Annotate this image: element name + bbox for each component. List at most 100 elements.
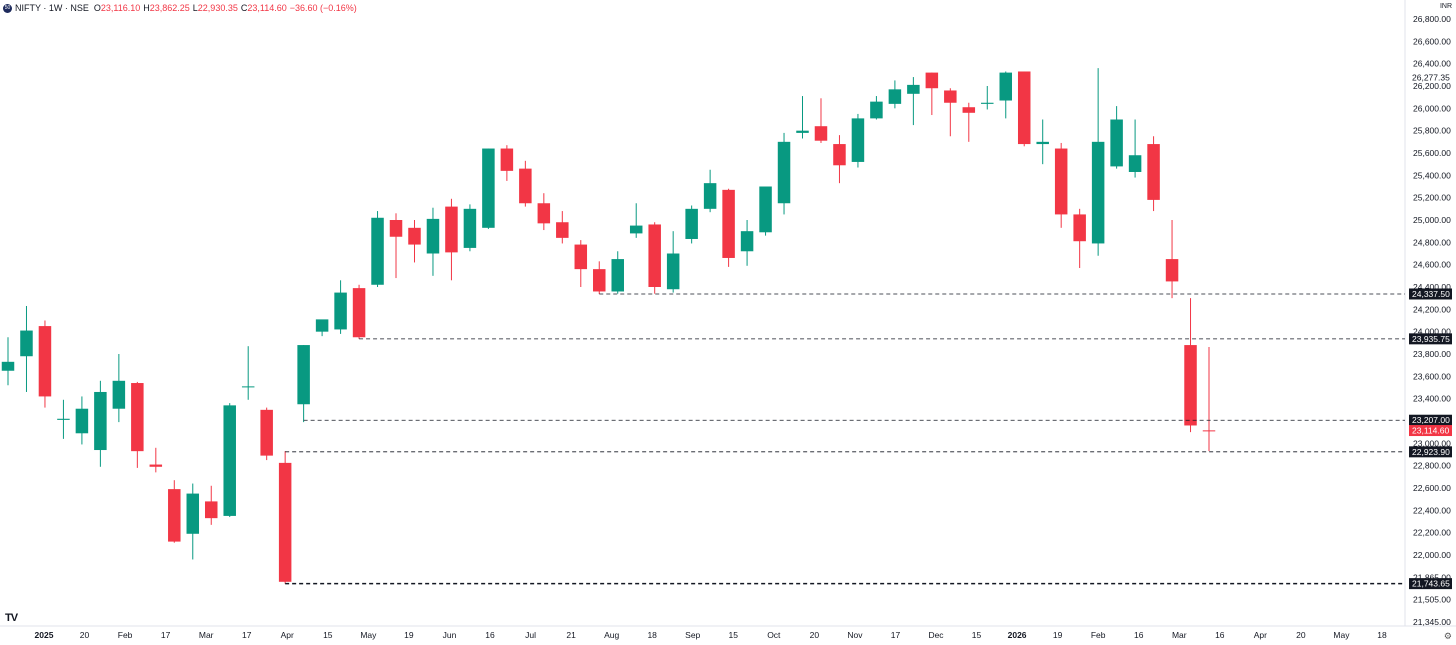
candle[interactable] — [981, 86, 994, 110]
currency-label[interactable]: INR — [1439, 3, 1452, 10]
candle[interactable] — [574, 240, 588, 287]
price-badge-label: 26,277.35 — [1412, 72, 1450, 82]
candle[interactable] — [703, 169, 717, 213]
candle[interactable] — [1165, 220, 1179, 299]
candle[interactable] — [1, 337, 15, 386]
candle[interactable] — [389, 213, 403, 279]
candle[interactable] — [168, 480, 181, 543]
candle[interactable] — [482, 148, 495, 229]
candle-body — [519, 168, 532, 204]
candle[interactable] — [759, 186, 772, 236]
level-price-label: 23,935.75 — [1412, 334, 1450, 344]
candle[interactable] — [519, 160, 532, 207]
candle[interactable] — [870, 96, 883, 120]
low-value: 22,930.35 — [197, 3, 238, 13]
candle-body — [223, 405, 236, 516]
candle[interactable] — [94, 380, 107, 467]
candle[interactable] — [241, 346, 255, 400]
candle[interactable] — [1184, 298, 1197, 433]
high-key: H — [143, 3, 150, 13]
candle[interactable] — [112, 354, 126, 423]
candle[interactable] — [537, 193, 551, 231]
candle[interactable] — [556, 211, 569, 244]
candle-body — [371, 217, 384, 285]
candle[interactable] — [1073, 208, 1086, 269]
candle[interactable] — [1202, 347, 1216, 452]
candle[interactable] — [962, 102, 976, 142]
candle[interactable] — [315, 319, 329, 337]
candle-body — [1128, 155, 1142, 172]
candle[interactable] — [278, 451, 292, 584]
candle-body — [500, 148, 514, 171]
candle[interactable] — [1054, 142, 1068, 228]
candle[interactable] — [297, 345, 310, 423]
symbol-name[interactable]: NIFTY · 1W · NSE — [15, 3, 89, 13]
candle[interactable] — [611, 251, 624, 294]
candle[interactable] — [666, 231, 680, 293]
candle[interactable] — [352, 284, 366, 339]
candle[interactable] — [925, 72, 939, 116]
candle[interactable] — [408, 220, 421, 263]
candle[interactable] — [75, 396, 89, 445]
candle-body — [352, 288, 366, 338]
candle[interactable] — [149, 447, 163, 473]
y-tick-label: 21,345.00 — [1413, 617, 1451, 627]
candle[interactable] — [685, 205, 698, 244]
candle[interactable] — [907, 77, 920, 126]
gear-icon[interactable]: ⚙ — [1443, 631, 1452, 641]
y-tick-label: 26,800.00 — [1413, 14, 1451, 24]
candle[interactable] — [260, 407, 273, 461]
candle[interactable] — [722, 188, 735, 267]
candle-body — [1147, 144, 1160, 200]
open-key: O — [93, 3, 101, 13]
candle[interactable] — [629, 203, 643, 238]
candle[interactable] — [57, 399, 70, 439]
candle[interactable] — [186, 483, 200, 560]
candle-body — [186, 493, 200, 534]
candle[interactable] — [1017, 71, 1031, 147]
candle[interactable] — [740, 220, 754, 266]
candle-body — [796, 130, 809, 133]
candle[interactable] — [223, 403, 236, 518]
candle[interactable] — [1147, 136, 1160, 212]
candle[interactable] — [463, 204, 477, 252]
candle-body — [629, 225, 643, 234]
candle[interactable] — [1091, 68, 1105, 256]
candle[interactable] — [334, 280, 347, 334]
candle[interactable] — [648, 222, 661, 294]
change-value: −36.60 (−0.16%) — [289, 3, 357, 13]
tradingview-logo-icon[interactable]: TV — [5, 612, 18, 624]
candle[interactable] — [777, 132, 791, 215]
candle[interactable] — [38, 320, 52, 408]
candle[interactable] — [833, 135, 846, 184]
candle-body — [149, 464, 163, 467]
candle[interactable] — [204, 485, 218, 525]
candle[interactable] — [445, 198, 458, 281]
y-tick-label: 22,000.00 — [1413, 550, 1451, 560]
candle-body — [168, 489, 181, 542]
candle-body — [907, 84, 920, 94]
candle-body — [389, 220, 403, 237]
candle[interactable] — [796, 96, 809, 139]
candle[interactable] — [1128, 119, 1142, 178]
candle[interactable] — [814, 98, 828, 143]
candle[interactable] — [888, 80, 902, 109]
y-tick-label: 25,800.00 — [1413, 126, 1451, 136]
candle[interactable] — [1110, 106, 1123, 169]
candle-body — [851, 118, 865, 162]
candle[interactable] — [20, 305, 33, 392]
candle[interactable] — [131, 381, 144, 468]
last-price-label-bg — [1409, 425, 1452, 437]
candle[interactable] — [426, 207, 440, 276]
candle[interactable] — [999, 71, 1013, 119]
candle[interactable] — [371, 211, 384, 287]
x-tick-label: Dec — [928, 630, 944, 640]
y-tick-label: 22,400.00 — [1413, 505, 1451, 515]
price-badge-bg — [1409, 71, 1452, 83]
candle[interactable] — [593, 261, 606, 295]
candle[interactable] — [1036, 119, 1049, 165]
candle[interactable] — [944, 88, 957, 137]
candle[interactable] — [851, 113, 865, 168]
candle[interactable] — [500, 145, 514, 181]
